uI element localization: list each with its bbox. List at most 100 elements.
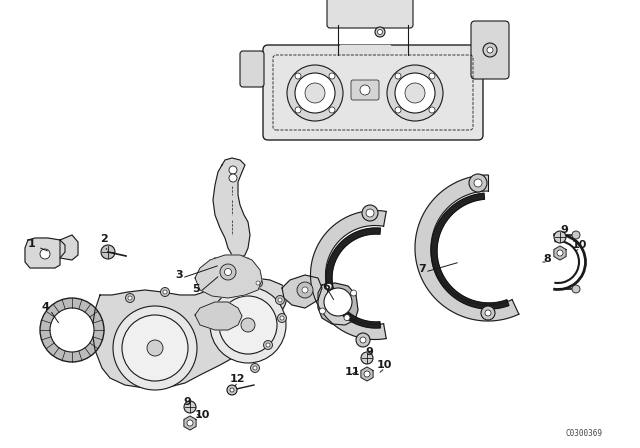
Circle shape: [364, 371, 370, 377]
FancyBboxPatch shape: [327, 0, 413, 28]
Circle shape: [230, 388, 234, 392]
Circle shape: [229, 166, 237, 174]
Circle shape: [40, 249, 50, 259]
Circle shape: [266, 343, 270, 347]
Circle shape: [220, 264, 236, 280]
Circle shape: [487, 47, 493, 53]
Polygon shape: [361, 367, 373, 381]
Circle shape: [280, 316, 284, 320]
Circle shape: [295, 107, 301, 113]
Circle shape: [572, 231, 580, 239]
Polygon shape: [60, 235, 78, 260]
Polygon shape: [431, 193, 509, 309]
Circle shape: [241, 318, 255, 332]
Polygon shape: [415, 175, 519, 321]
Polygon shape: [340, 45, 390, 55]
Circle shape: [40, 298, 104, 362]
Circle shape: [256, 281, 260, 285]
Circle shape: [253, 366, 257, 370]
FancyBboxPatch shape: [240, 51, 264, 87]
Circle shape: [572, 285, 580, 293]
Circle shape: [554, 231, 566, 243]
Polygon shape: [210, 258, 254, 292]
Text: 5: 5: [192, 284, 200, 294]
Circle shape: [356, 333, 370, 347]
Text: 11: 11: [345, 367, 360, 377]
Circle shape: [395, 73, 401, 79]
Circle shape: [227, 385, 237, 395]
Circle shape: [378, 30, 383, 34]
Polygon shape: [184, 416, 196, 430]
Circle shape: [253, 279, 262, 288]
Text: 8: 8: [543, 254, 551, 264]
Polygon shape: [25, 238, 65, 268]
Circle shape: [360, 85, 370, 95]
Polygon shape: [213, 158, 250, 258]
Circle shape: [395, 73, 435, 113]
Circle shape: [219, 296, 277, 354]
Circle shape: [362, 205, 378, 221]
Circle shape: [275, 296, 285, 305]
Circle shape: [319, 308, 325, 314]
Text: 9: 9: [183, 397, 191, 407]
Circle shape: [128, 296, 132, 300]
Text: 6: 6: [322, 282, 330, 292]
Polygon shape: [310, 211, 386, 340]
Circle shape: [101, 245, 115, 259]
Text: 9: 9: [560, 225, 568, 235]
Circle shape: [429, 107, 435, 113]
Circle shape: [187, 420, 193, 426]
Circle shape: [210, 287, 286, 363]
Circle shape: [344, 314, 350, 321]
Circle shape: [122, 315, 188, 381]
Text: C0300369: C0300369: [565, 429, 602, 438]
FancyBboxPatch shape: [351, 80, 379, 100]
Text: 7: 7: [418, 264, 426, 274]
Circle shape: [360, 337, 366, 343]
Circle shape: [295, 73, 301, 79]
Circle shape: [278, 314, 287, 323]
Polygon shape: [554, 246, 566, 260]
Text: 10: 10: [195, 410, 211, 420]
Circle shape: [387, 65, 443, 121]
Circle shape: [305, 83, 325, 103]
Polygon shape: [326, 228, 380, 328]
Circle shape: [161, 288, 170, 297]
Circle shape: [287, 65, 343, 121]
Polygon shape: [318, 283, 358, 325]
Circle shape: [485, 310, 491, 316]
Circle shape: [329, 73, 335, 79]
Circle shape: [125, 293, 134, 302]
Circle shape: [50, 308, 94, 352]
Polygon shape: [92, 278, 288, 388]
Circle shape: [229, 174, 237, 182]
Circle shape: [278, 298, 282, 302]
Circle shape: [375, 27, 385, 37]
Text: 1: 1: [28, 239, 36, 249]
Circle shape: [227, 270, 237, 280]
FancyBboxPatch shape: [471, 21, 509, 79]
Circle shape: [557, 250, 563, 256]
Circle shape: [225, 268, 232, 276]
Circle shape: [366, 209, 374, 217]
Text: 9: 9: [365, 347, 373, 357]
Circle shape: [469, 174, 487, 192]
Text: 2: 2: [100, 234, 108, 244]
Circle shape: [250, 363, 259, 372]
Circle shape: [324, 288, 352, 316]
Circle shape: [329, 107, 335, 113]
Circle shape: [429, 73, 435, 79]
Text: 3: 3: [175, 270, 182, 280]
Text: 10: 10: [377, 360, 392, 370]
Circle shape: [361, 352, 373, 364]
Polygon shape: [195, 302, 242, 330]
Polygon shape: [282, 275, 322, 308]
Circle shape: [163, 290, 167, 294]
Circle shape: [264, 340, 273, 349]
Polygon shape: [195, 255, 262, 298]
Circle shape: [395, 107, 401, 113]
Circle shape: [113, 306, 197, 390]
Circle shape: [351, 290, 356, 296]
Circle shape: [295, 73, 335, 113]
Text: 12: 12: [230, 374, 246, 384]
